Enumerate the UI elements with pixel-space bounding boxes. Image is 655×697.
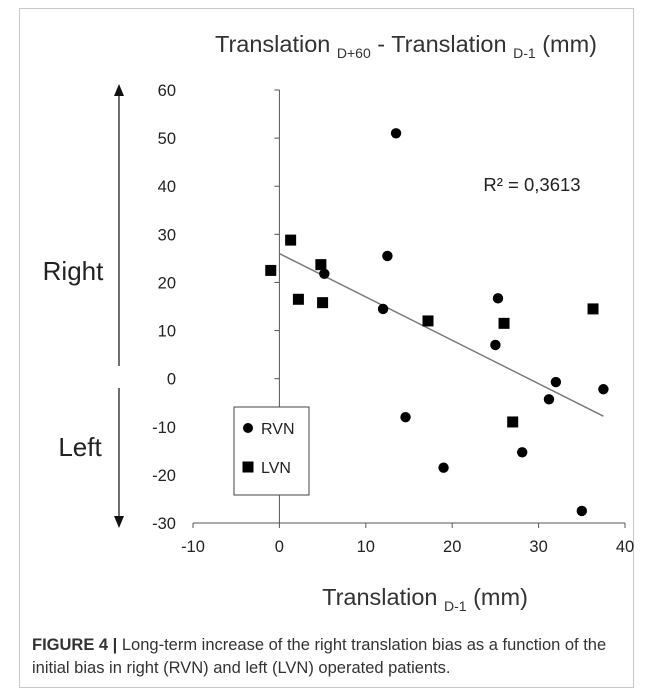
trend-line xyxy=(279,252,604,417)
x-tick-label: 0 xyxy=(275,538,284,556)
x-tick-label: 10 xyxy=(357,538,375,556)
caption-label: FIGURE 4 | xyxy=(32,636,118,654)
legend-lvn-marker xyxy=(242,461,254,473)
rvn-point xyxy=(550,376,562,388)
figure-frame xyxy=(19,8,634,688)
right-direction-label: Right xyxy=(43,256,104,286)
caption-text: Long-term increase of the right translat… xyxy=(32,636,607,677)
y-tick-label: -30 xyxy=(152,515,176,533)
up-arrow-icon xyxy=(114,84,124,96)
xlabel-main: Translation xyxy=(322,584,444,610)
rvn-point xyxy=(390,128,402,139)
y-tick-label: -20 xyxy=(152,467,176,485)
rvn-point xyxy=(576,505,587,517)
xlabel-end: (mm) xyxy=(467,584,528,610)
rvn-point xyxy=(598,384,609,395)
lvn-point xyxy=(507,416,519,428)
lvn-point xyxy=(587,303,599,315)
data-points xyxy=(265,128,609,517)
x-tick-labels: -10 0 10 20 30 40 xyxy=(181,538,634,556)
x-axis-label: Translation D-1 (mm) xyxy=(322,584,528,614)
legend-rvn-marker xyxy=(243,423,253,433)
x-tick-label: 40 xyxy=(616,538,634,556)
rvn-point xyxy=(490,339,501,351)
lvn-point xyxy=(292,293,304,305)
legend: RVN LVN xyxy=(233,406,310,496)
left-direction-label: Left xyxy=(58,432,102,462)
x-tick-label: 30 xyxy=(529,538,547,556)
xlabel-subscript: D-1 xyxy=(444,598,467,614)
title-main: Translation xyxy=(215,31,337,57)
r2-label: R² = 0,3613 xyxy=(483,174,580,195)
rvn-point xyxy=(543,394,555,405)
title-subscript-2: D-1 xyxy=(513,45,536,61)
lvn-point xyxy=(315,259,327,271)
rvn-point xyxy=(400,411,411,423)
figure-caption: FIGURE 4 | Long-term increase of the rig… xyxy=(32,634,632,680)
rvn-point xyxy=(492,293,504,304)
legend-box xyxy=(233,406,310,496)
x-tick-label: -10 xyxy=(181,538,205,556)
y-tick-label: 40 xyxy=(158,178,176,196)
rvn-point xyxy=(516,447,528,458)
y-tick-labels: -30 -20 -10 0 10 20 30 40 50 60 xyxy=(152,82,176,533)
lvn-point xyxy=(422,315,434,327)
lvn-point xyxy=(317,297,329,309)
y-tick-label: 50 xyxy=(158,130,176,148)
legend-rvn-label: RVN xyxy=(261,421,295,438)
y-tick-label: 60 xyxy=(158,82,176,100)
scatter-chart: Translation D+60 - Translation D-1 (mm) … xyxy=(43,31,635,614)
lvn-point xyxy=(498,317,510,329)
title-end: (mm) xyxy=(536,31,597,57)
title-mid: - Translation xyxy=(371,31,513,57)
y-tick-label: -10 xyxy=(152,419,176,437)
x-tick-label: 20 xyxy=(443,538,461,556)
chart-title: Translation D+60 - Translation D-1 (mm) xyxy=(215,31,597,61)
y-tick-label: 10 xyxy=(158,323,176,341)
legend-lvn-label: LVN xyxy=(261,460,291,477)
rvn-point xyxy=(319,268,330,279)
rvn-point xyxy=(377,303,389,315)
down-arrow-icon xyxy=(114,516,124,528)
y-tick-label: 20 xyxy=(158,274,176,292)
y-tick-label: 30 xyxy=(158,226,176,244)
rvn-point xyxy=(382,250,393,262)
lvn-point xyxy=(285,234,297,246)
lvn-point xyxy=(265,264,277,276)
title-subscript-1: D+60 xyxy=(337,45,371,61)
rvn-point xyxy=(438,462,449,473)
y-tick-label: 0 xyxy=(167,371,176,389)
